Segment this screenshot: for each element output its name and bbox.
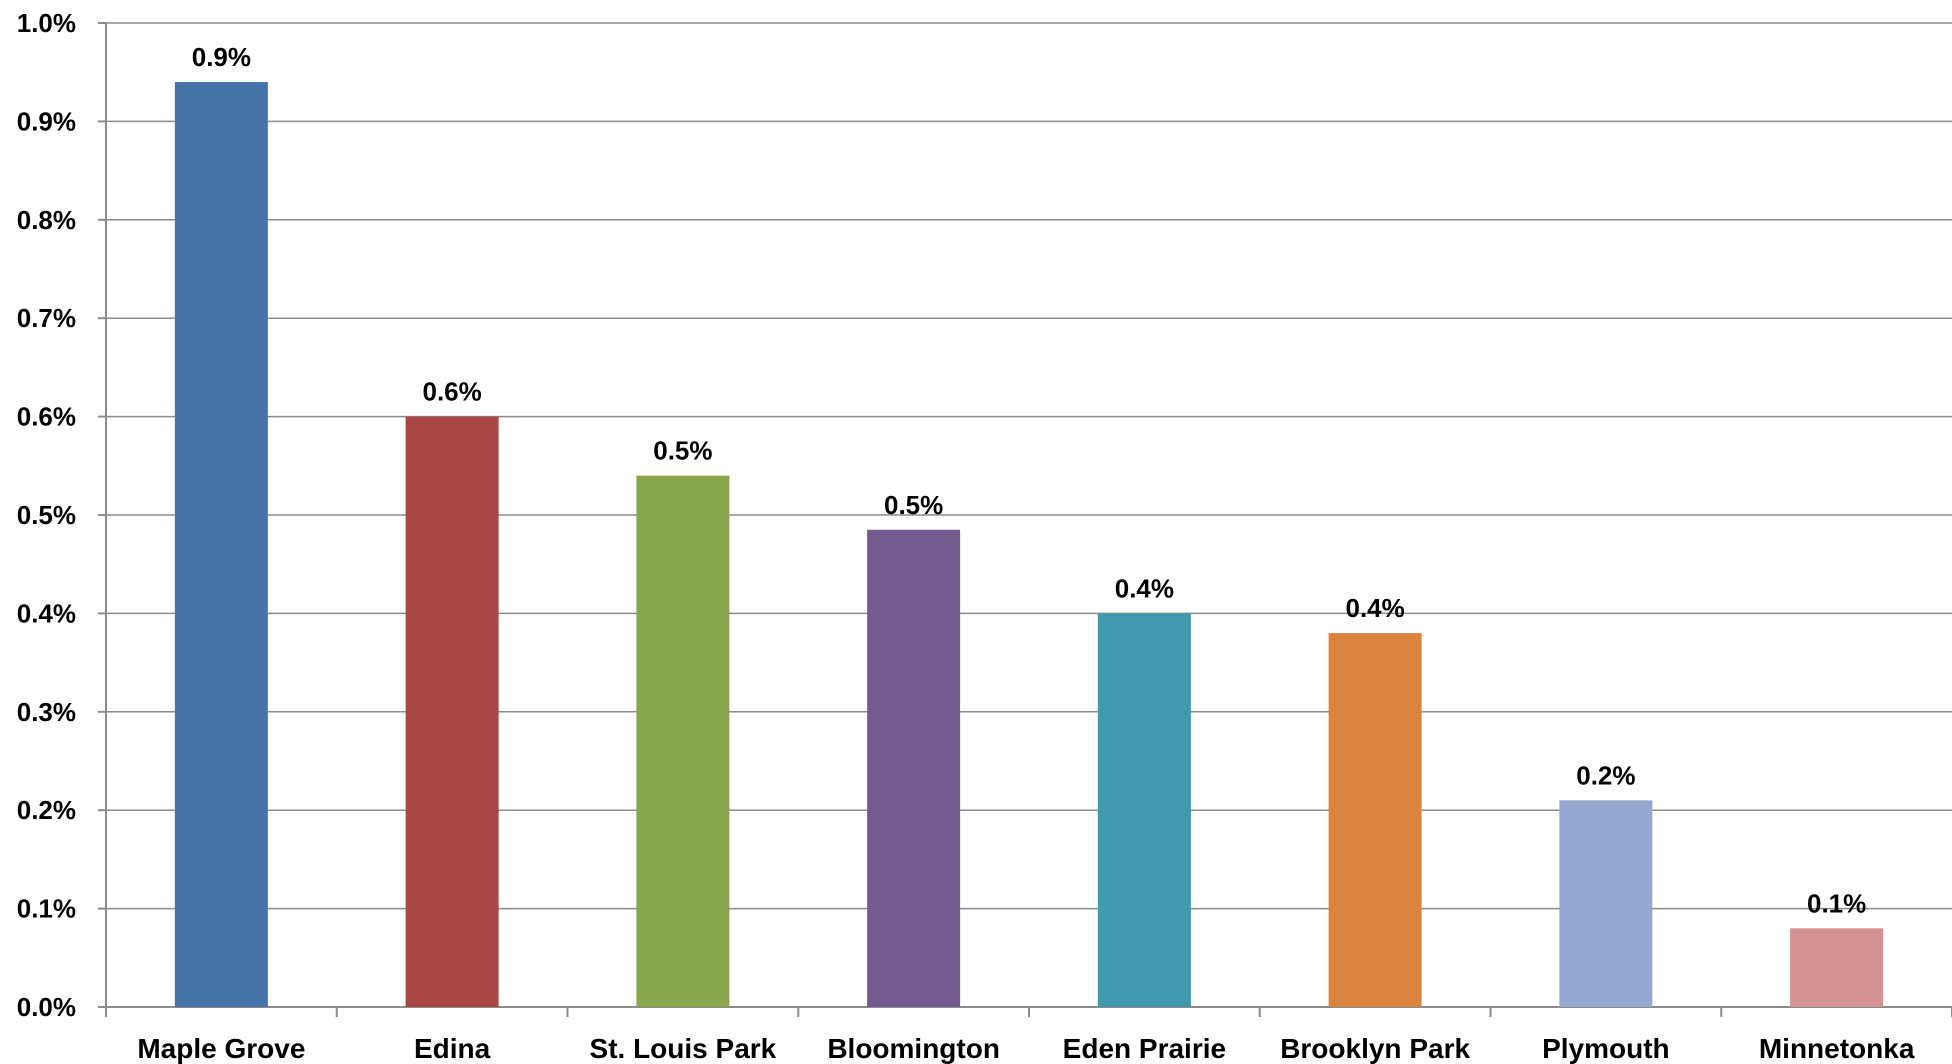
y-tick-label: 1.0% (17, 8, 76, 38)
x-tick-label: St. Louis Park (590, 1033, 777, 1064)
y-tick-label: 0.7% (17, 303, 76, 333)
bar (1097, 613, 1191, 1007)
y-tick-label: 0.0% (17, 992, 76, 1022)
data-label: 0.9% (192, 42, 251, 72)
data-label: 0.1% (1807, 888, 1866, 918)
y-tick-label: 0.2% (17, 795, 76, 825)
bar (1328, 633, 1422, 1007)
x-tick-label: Brooklyn Park (1280, 1033, 1470, 1064)
y-tick-label: 0.6% (17, 402, 76, 432)
y-tick-label: 0.3% (17, 697, 76, 727)
x-axis-tick-labels: Maple Grove Edina St. Louis Park Bloomingto… (137, 1033, 1914, 1064)
x-tick-label: Minnetonka (1759, 1033, 1915, 1064)
x-tick-label: Plymouth (1542, 1033, 1670, 1064)
bar (867, 529, 961, 1007)
y-tick-label: 0.4% (17, 598, 76, 628)
y-tick-label: 0.9% (17, 106, 76, 136)
y-tick-label: 0.1% (17, 894, 76, 924)
bar (636, 475, 730, 1007)
data-label: 0.4% (1345, 593, 1404, 623)
y-axis-tick-labels: 0.0% 0.1% 0.2% 0.3% 0.4% 0.5% 0.6% 0.7% 0.8% 0.9%… (17, 8, 76, 1022)
y-tick-label: 0.5% (17, 500, 76, 530)
bars (174, 82, 1884, 1008)
x-tick-label: Edina (414, 1033, 491, 1064)
data-label: 0.5% (884, 490, 943, 520)
x-tick-label: Bloomington (827, 1033, 1000, 1064)
data-label: 0.4% (1115, 573, 1174, 603)
y-tick-label: 0.8% (17, 205, 76, 235)
data-label: 0.6% (422, 377, 481, 407)
bar (1790, 928, 1884, 1007)
gridlines (106, 22, 1952, 910)
bar (174, 82, 268, 1008)
data-labels: 0.9% 0.6% 0.5% 0.5% 0.4% 0.4% 0.2% 0.1% (192, 42, 1867, 918)
bar (1559, 800, 1653, 1007)
data-label: 0.5% (653, 436, 712, 466)
x-tick-label: Maple Grove (137, 1033, 305, 1064)
data-label: 0.2% (1576, 760, 1635, 790)
bar (405, 416, 499, 1008)
x-tick-label: Eden Prairie (1063, 1033, 1226, 1064)
axes (98, 22, 1952, 1017)
